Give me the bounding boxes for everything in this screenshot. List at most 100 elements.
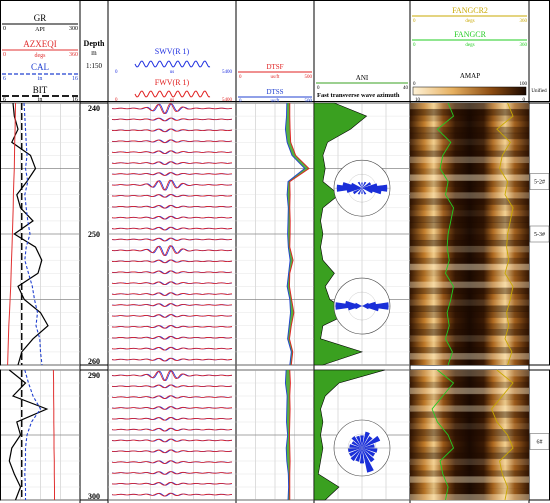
rose-petal (350, 448, 362, 462)
amap-band (410, 281, 529, 289)
fwv-trace (111, 346, 233, 351)
depth-tick-label: 290 (88, 371, 100, 380)
dtss-curve (284, 369, 290, 501)
rose-petal (362, 306, 369, 310)
rose-petal (361, 188, 363, 194)
dtsf-unit: us/ft (271, 75, 281, 80)
amap-min: 0 (413, 82, 416, 87)
amap-colorbar (412, 86, 527, 96)
gr-curve (11, 102, 49, 366)
amap-name: AMAP (460, 72, 480, 80)
rose-petal (351, 441, 362, 448)
rose-petal (349, 448, 362, 457)
amap-legend-label: Unified (531, 89, 547, 94)
azimuth-label: Fast transverse wave azimuth (317, 92, 400, 99)
rose-petal (352, 188, 362, 195)
dtss-unit: us/ft (271, 99, 281, 104)
rose-petal (349, 444, 362, 448)
swv-legend-wave (134, 60, 211, 68)
rose-petal (359, 448, 365, 464)
amap-band (410, 335, 529, 342)
amap-band (410, 257, 529, 265)
amap-band (410, 263, 529, 271)
depth-scale: 1:150 (86, 62, 102, 70)
amap-image (410, 370, 529, 500)
amap-band (410, 470, 529, 477)
rose-petal (335, 302, 362, 310)
bit-name: BIT (33, 85, 48, 95)
fwv-trace (111, 384, 233, 389)
amap-band (410, 168, 529, 175)
fwv-legend-wave (134, 90, 211, 98)
fwv-trace (111, 128, 233, 133)
amap-band (410, 299, 529, 306)
fwv-trace (111, 357, 233, 362)
amap-band (410, 476, 529, 483)
amap-legend-max: 0 (523, 98, 526, 103)
amap-band (410, 293, 529, 300)
azxeqi-unit: degs (35, 53, 47, 59)
rose-petal (348, 448, 362, 453)
fwv-trace (111, 117, 233, 122)
dtsf-curve (289, 369, 291, 500)
rose-petal (357, 188, 362, 195)
fwv-trace (111, 270, 233, 275)
fwv-trace (111, 281, 233, 285)
rose-petal (355, 302, 362, 307)
fwv-trace (111, 150, 233, 154)
rose-petal (362, 188, 373, 194)
fwv-trace (111, 460, 233, 464)
rose-petal (362, 448, 375, 457)
fangcr2-curve (491, 369, 514, 501)
zone-box (529, 433, 550, 450)
amap-band (410, 132, 529, 140)
amap-band (410, 216, 529, 223)
fwv-trace (111, 303, 233, 307)
ani-max: 40 (403, 86, 409, 91)
amap-band (410, 114, 529, 122)
fwv-trace (111, 259, 233, 264)
rose-petal (362, 302, 389, 310)
zone-label: 5-3# (534, 232, 545, 238)
cal-curve (23, 102, 43, 366)
dtss-curve (284, 102, 306, 366)
fwv-trace (111, 204, 233, 209)
rose-petal (362, 181, 367, 189)
dtsf-max: 500 (305, 75, 313, 80)
amap-band (410, 174, 529, 181)
ani-min: 0 (317, 86, 320, 91)
rose-petal (362, 188, 367, 195)
fangcr-name: FANGCR (454, 30, 487, 39)
fwv-trace (111, 325, 233, 329)
fwv-trace (111, 314, 233, 318)
fangcr2-max: 360 (520, 19, 528, 24)
zone-box (529, 173, 550, 190)
amap-max: 100 (520, 82, 528, 87)
amap-band (410, 186, 529, 192)
rose-petal (361, 182, 363, 189)
rose-petal (351, 436, 362, 448)
log-body: 240 250 260 290 300 5-2# 5-3# 6# (0, 102, 550, 501)
fwv-trace (111, 194, 233, 198)
fwv-trace (111, 292, 233, 296)
azxeqi-curve (52, 369, 55, 500)
amap-band (410, 353, 529, 360)
amap-band (410, 204, 529, 211)
fwv-name: FWV(R 1) (155, 78, 190, 87)
rose-petal (362, 448, 375, 463)
swv-unit: us (170, 70, 175, 75)
amap-band (410, 482, 529, 489)
rose-petal (362, 431, 370, 448)
depth-tick-label: 300 (88, 492, 100, 501)
fwv-trace (111, 226, 233, 231)
fwv-min: 0 (115, 98, 118, 103)
amap-band (410, 138, 529, 146)
amap-band (410, 234, 529, 241)
amap-band (410, 144, 529, 152)
fwv-trace (111, 492, 233, 497)
fangcr-unit: degs (465, 43, 474, 48)
fwv-trace (111, 427, 233, 432)
